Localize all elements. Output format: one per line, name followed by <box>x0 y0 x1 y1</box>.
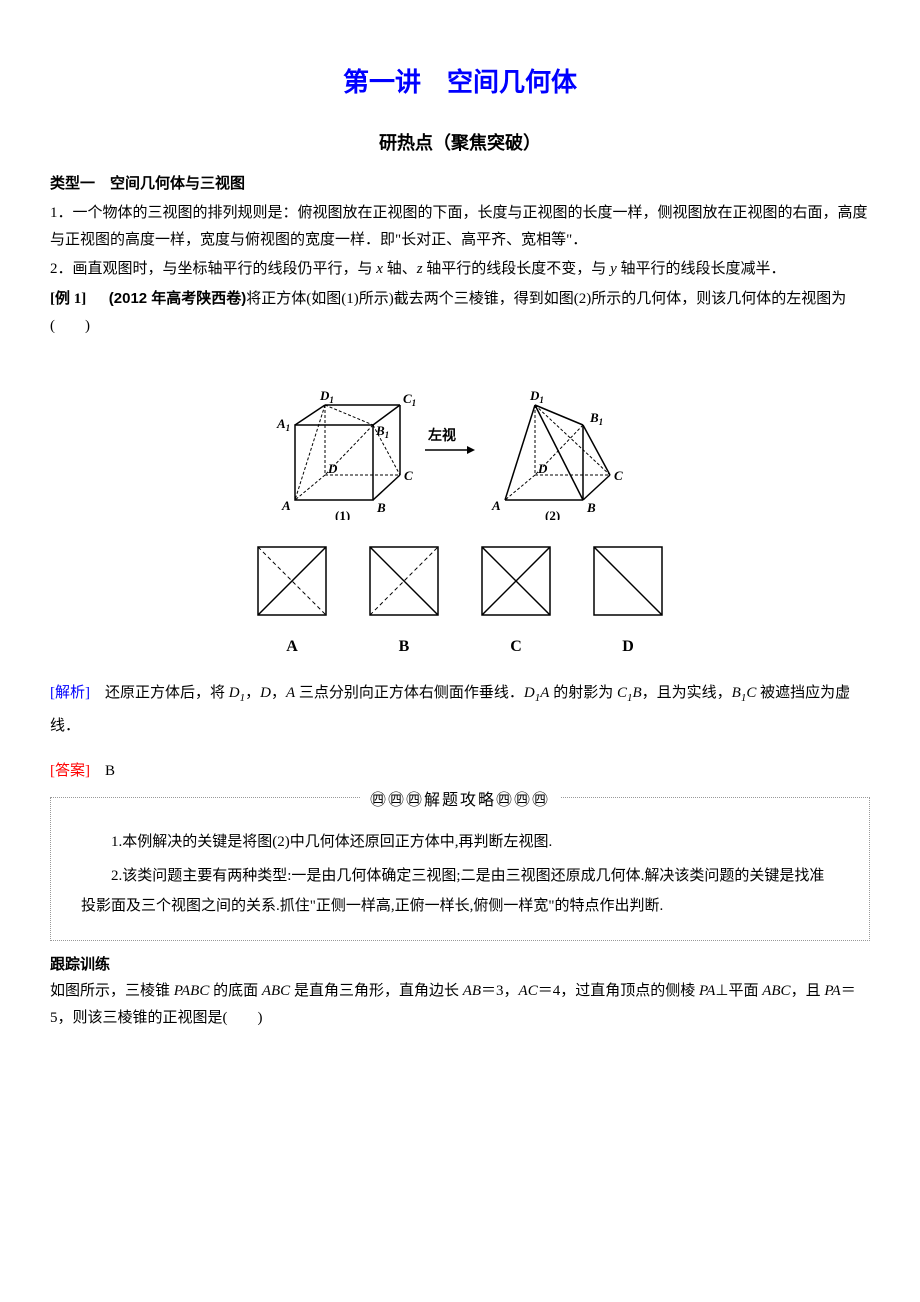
option-c-label: C <box>480 633 552 662</box>
svg-text:D: D <box>537 461 548 476</box>
text: 的底面 <box>209 983 262 999</box>
lecture-title: 第一讲 空间几何体 <box>50 60 870 107</box>
var: B <box>732 685 741 701</box>
answer-line: [答案] B <box>50 758 870 785</box>
strategy-box: ㊃㊃㊃解题攻略㊃㊃㊃ 1.本例解决的关键是将图(2)中几何体还原回正方体中,再判… <box>50 797 870 941</box>
text: ，且 <box>791 983 825 999</box>
option-a-icon <box>256 545 328 617</box>
option-d: D <box>592 545 664 662</box>
options-row: A B C D <box>50 545 870 662</box>
svg-text:A1: A1 <box>276 416 290 433</box>
subtitle: 研热点（聚焦突破） <box>50 127 870 159</box>
text: ，且为实线， <box>642 685 732 701</box>
svg-text:A: A <box>281 498 291 513</box>
tracking-heading: 跟踪训练 <box>50 951 870 978</box>
strategy-title: ㊃㊃㊃解题攻略㊃㊃㊃ <box>81 785 839 817</box>
analysis-paragraph: [解析] 还原正方体后，将 D1，D，A 三点分别向正方体右侧面作垂线．D1A … <box>50 677 870 743</box>
cube-diagrams: D1 C1 A1 B1 D C A B (1) 左视 <box>240 355 680 520</box>
var: ABC <box>262 983 290 999</box>
text: ⊥平面 <box>715 983 762 999</box>
var: PABC <box>174 983 210 999</box>
example-label: [例 1] <box>50 291 86 307</box>
svg-text:(2): (2) <box>545 508 560 520</box>
var: D <box>524 685 535 701</box>
svg-text:D1: D1 <box>529 388 544 405</box>
cube-diagram-container: D1 C1 A1 B1 D C A B (1) 左视 <box>50 355 870 530</box>
text: 如图所示，三棱锥 <box>50 983 174 999</box>
text: 的射影为 <box>549 685 617 701</box>
svg-text:C: C <box>614 468 623 483</box>
strategy-para-1: 1.本例解决的关键是将图(2)中几何体还原回正方体中,再判断左视图. <box>81 827 839 857</box>
text: 轴、 <box>383 261 417 277</box>
text: 还原正方体后，将 <box>90 685 229 701</box>
svg-text:B: B <box>376 500 386 515</box>
option-d-label: D <box>592 633 664 662</box>
svg-text:B1: B1 <box>589 410 603 427</box>
option-c: C <box>480 545 552 662</box>
var: B <box>632 685 641 701</box>
rule-paragraph-1: 1．一个物体的三视图的排列规则是：俯视图放在正视图的下面，长度与正视图的长度一样… <box>50 200 870 254</box>
strategy-para-2: 2.该类问题主要有两种类型:一是由几何体确定三视图;二是由三视图还原成几何体.解… <box>81 861 839 921</box>
var: PA <box>824 983 840 999</box>
text: ＝4，过直角顶点的侧棱 <box>538 983 699 999</box>
var: C <box>746 685 756 701</box>
svg-text:A: A <box>491 498 501 513</box>
option-a-label: A <box>256 633 328 662</box>
option-c-icon <box>480 545 552 617</box>
strategy-title-text: ㊃㊃㊃解题攻略㊃㊃㊃ <box>360 792 560 809</box>
svg-text:D1: D1 <box>319 388 334 405</box>
variable-y: y <box>610 261 617 277</box>
svg-text:C: C <box>404 468 413 483</box>
example-1: [例 1] (2012 年高考陕西卷)将正方体(如图(1)所示)截去两个三棱锥，… <box>50 285 870 340</box>
analysis-label: [解析] <box>50 685 90 701</box>
rule-paragraph-2: 2．画直观图时，与坐标轴平行的线段仍平行，与 x 轴、z 轴平行的线段长度不变，… <box>50 256 870 283</box>
var: ABC <box>762 983 790 999</box>
answer-label: [答案] <box>50 763 90 779</box>
svg-text:C1: C1 <box>403 391 416 408</box>
text: 轴平行的线段长度减半． <box>617 261 786 277</box>
var: D <box>260 685 271 701</box>
text: ＝3， <box>481 983 519 999</box>
option-a: A <box>256 545 328 662</box>
option-b-icon <box>368 545 440 617</box>
text: 是直角三角形，直角边长 <box>290 983 463 999</box>
variable-x: x <box>376 261 383 277</box>
option-b: B <box>368 545 440 662</box>
example-source: (2012 年高考陕西卷) <box>109 290 247 307</box>
var: AC <box>519 983 538 999</box>
svg-text:左视: 左视 <box>427 427 456 444</box>
var: D <box>229 685 240 701</box>
option-d-icon <box>592 545 664 617</box>
option-b-label: B <box>368 633 440 662</box>
section-type-heading: 类型一 空间几何体与三视图 <box>50 171 870 198</box>
text: ， <box>271 685 286 701</box>
text: 轴平行的线段长度不变，与 <box>423 261 611 277</box>
answer-value: B <box>90 763 115 779</box>
svg-text:(1): (1) <box>335 508 350 520</box>
svg-text:B: B <box>586 500 596 515</box>
text: ， <box>245 685 260 701</box>
text: 2．画直观图时，与坐标轴平行的线段仍平行，与 <box>50 261 376 277</box>
var: AB <box>463 983 481 999</box>
var: C <box>617 685 627 701</box>
var: A <box>286 685 295 701</box>
var: PA <box>699 983 715 999</box>
svg-text:D: D <box>327 461 338 476</box>
text: 三点分别向正方体右侧面作垂线． <box>295 685 524 701</box>
tracking-problem: 如图所示，三棱锥 PABC 的底面 ABC 是直角三角形，直角边长 AB＝3，A… <box>50 978 870 1032</box>
svg-text:B1: B1 <box>375 423 389 440</box>
